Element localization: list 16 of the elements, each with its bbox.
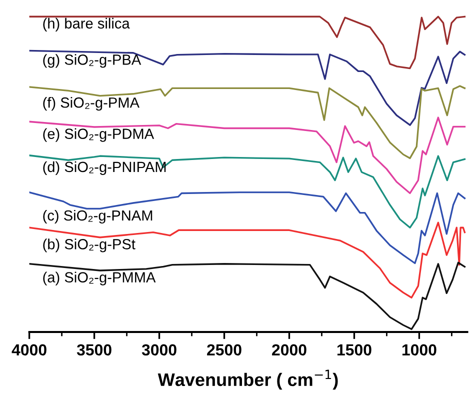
series-label: (b) SiO₂-g-PSt — [43, 238, 136, 252]
x-tick-label: 1000 — [402, 344, 436, 356]
x-tick-label: 3500 — [76, 344, 112, 356]
x-tick-label: 4000 — [12, 344, 46, 356]
series-label: (a) SiO₂-g-PMMA — [43, 272, 156, 286]
x-tick-label: 3000 — [142, 344, 176, 356]
series-label: (c) SiO₂-g-PNAM — [43, 210, 152, 224]
series-label: (g) SiO₂-g-PBA — [43, 54, 142, 68]
series-label: (e) SiO₂-g-PDMA — [43, 128, 154, 142]
series-label: (d) SiO₂-g-PNIPAM — [43, 161, 166, 175]
x-tick-label: 2000 — [272, 344, 306, 356]
x-axis-title: Wavenumber ( cm$^{−1}$) — [158, 370, 338, 390]
series-label: (f) SiO₂-g-PMA — [43, 97, 140, 111]
x-tick-label: 1500 — [337, 344, 372, 356]
x-tick-label: 2500 — [207, 344, 242, 356]
series-label: (h) bare silica — [43, 18, 130, 32]
